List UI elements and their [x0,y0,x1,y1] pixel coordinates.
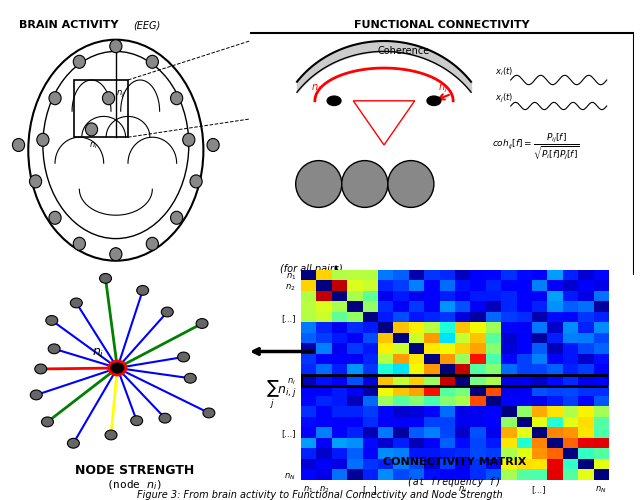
Bar [74,80,128,137]
Circle shape [35,364,47,374]
Text: (for all pairs): (for all pairs) [280,264,343,274]
Circle shape [74,238,86,250]
Text: $n_i$: $n_i$ [311,82,321,94]
Text: FUNCTIONAL CONNECTIVITY: FUNCTIONAL CONNECTIVITY [354,20,529,30]
Text: $n_j$: $n_j$ [116,89,125,100]
Circle shape [42,417,54,427]
Circle shape [109,361,126,375]
Circle shape [427,96,441,106]
Circle shape [159,414,171,423]
Circle shape [13,138,25,151]
Circle shape [48,344,60,354]
Circle shape [102,92,115,104]
Text: $n_j$: $n_j$ [438,83,448,95]
Text: Figure 3: From brain activity to Functional Connectivity and Node Strength: Figure 3: From brain activity to Functio… [137,490,503,500]
Text: NODE STRENGTH: NODE STRENGTH [75,464,194,477]
Circle shape [190,175,202,188]
Circle shape [74,56,86,68]
Circle shape [203,408,215,418]
Text: $x_i(t)$: $x_i(t)$ [495,66,513,78]
Circle shape [67,438,79,448]
Text: (at frequency f): (at frequency f) [408,477,501,487]
Circle shape [131,416,143,426]
Circle shape [184,374,196,383]
Ellipse shape [296,160,342,208]
Circle shape [327,96,341,106]
Circle shape [86,123,98,136]
Circle shape [170,212,183,224]
Text: BRAIN ACTIVITY: BRAIN ACTIVITY [19,20,118,30]
Circle shape [196,318,208,328]
Circle shape [110,40,122,52]
Circle shape [100,274,111,283]
Text: $coh_{ij}[f] = \dfrac{P_{ij}[f]}{\sqrt{P_i[f]P_j[f]}}$: $coh_{ij}[f] = \dfrac{P_{ij}[f]}{\sqrt{P… [492,132,579,162]
Circle shape [110,248,122,260]
Text: $n_i$: $n_i$ [89,140,98,151]
Circle shape [177,352,189,362]
Text: $n_i$: $n_i$ [92,346,104,360]
Circle shape [170,92,183,104]
Circle shape [137,286,148,296]
Text: (EEG): (EEG) [133,20,160,30]
Text: Coherence: Coherence [377,46,429,56]
Text: CONNECTIVITY MATRIX: CONNECTIVITY MATRIX [383,457,526,467]
Circle shape [30,390,42,400]
Circle shape [147,56,159,68]
Ellipse shape [388,160,434,208]
Text: (node $n_i$): (node $n_i$) [106,478,163,492]
Ellipse shape [342,160,388,208]
Text: $x_j(t)$: $x_j(t)$ [495,92,513,105]
Circle shape [183,134,195,146]
Circle shape [207,138,219,151]
Ellipse shape [43,52,189,238]
Circle shape [49,92,61,104]
Circle shape [147,238,159,250]
Text: $\sum_j n_{i,j}$: $\sum_j n_{i,j}$ [266,378,297,410]
Bar [301,375,608,386]
FancyBboxPatch shape [246,33,634,278]
Circle shape [161,307,173,317]
Ellipse shape [28,40,204,260]
Circle shape [46,316,58,326]
Circle shape [37,134,49,146]
Circle shape [49,212,61,224]
Circle shape [29,175,42,188]
Circle shape [70,298,83,308]
Circle shape [105,430,117,440]
